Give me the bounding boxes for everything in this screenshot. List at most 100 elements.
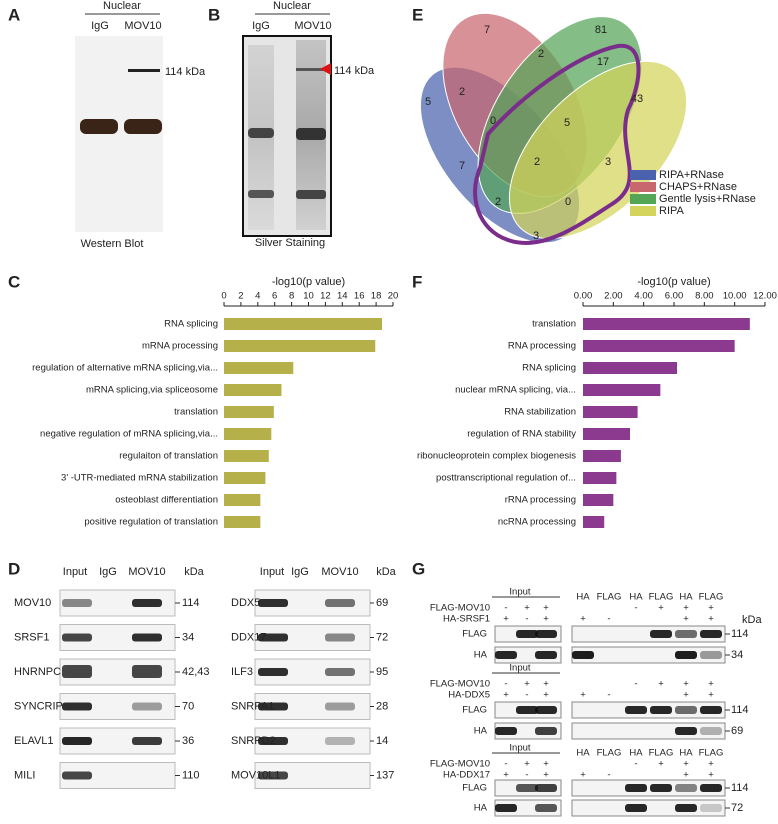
lane-label: HA — [576, 748, 590, 759]
kda-label: 114 — [182, 597, 200, 609]
protein-label: DDX5 — [231, 597, 260, 609]
blot-band — [325, 633, 355, 642]
column-header: MOV10 — [128, 566, 165, 578]
condition-sign: + — [503, 770, 509, 781]
condition-sign: - — [525, 770, 528, 781]
kda-label: 69 — [376, 597, 388, 609]
bar — [224, 450, 269, 462]
x-tick-label: 8 — [289, 291, 294, 302]
kda-label: 137 — [376, 769, 394, 781]
marker-label: 114 kDa — [165, 66, 206, 78]
category-label: rRNA processing — [505, 495, 576, 506]
lane-label: HA — [679, 748, 693, 759]
blot-band — [625, 784, 647, 792]
blot-band — [258, 633, 288, 642]
blot-label: HA — [474, 803, 488, 814]
bar — [583, 362, 678, 374]
kda-label: 95 — [376, 666, 388, 678]
venn-count: 43 — [631, 93, 643, 105]
blot-band — [258, 599, 288, 607]
gel-band — [248, 190, 274, 198]
condition-sign: + — [683, 614, 689, 625]
condition-sign: + — [708, 690, 714, 701]
blot-band — [675, 727, 697, 735]
blot-band — [675, 784, 697, 792]
condition-sign: + — [580, 690, 586, 701]
axis-title: -log10(p value) — [272, 276, 345, 288]
category-label: translation — [532, 319, 576, 330]
condition-sign: - — [504, 679, 507, 690]
legend-swatch — [630, 170, 656, 180]
blot-band — [535, 651, 557, 659]
bar — [583, 494, 614, 506]
condition-sign: + — [580, 614, 586, 625]
condition-label: FLAG-MOV10 — [430, 759, 490, 770]
blot-label: FLAG — [462, 705, 487, 716]
condition-sign: + — [543, 690, 549, 701]
bar — [224, 516, 261, 528]
gel-band — [296, 190, 326, 199]
x-tick-label: 10 — [303, 291, 314, 302]
blot-band — [258, 702, 288, 711]
blot-label: HA — [474, 650, 488, 661]
lane-label: FLAG — [699, 592, 724, 603]
category-label: RNA stabilization — [504, 407, 576, 418]
protein-label: MOV10L1 — [231, 769, 281, 781]
gel-band — [296, 128, 326, 140]
group-label: Nuclear — [273, 0, 311, 12]
venn-outline — [473, 43, 641, 246]
column-header: MOV10 — [321, 566, 358, 578]
blot-label: FLAG — [462, 629, 487, 640]
kda-label: 34 — [182, 631, 194, 643]
bar — [583, 472, 617, 484]
blot-band — [700, 651, 722, 659]
bar — [583, 450, 621, 462]
legend-swatch — [630, 206, 656, 216]
kda-label: 14 — [376, 735, 388, 747]
condition-sign: - — [525, 690, 528, 701]
blot-band — [700, 784, 722, 792]
protein-label: SYNCRIP — [14, 700, 63, 712]
bar — [583, 384, 661, 396]
lane-label: IgG — [252, 20, 270, 32]
x-tick-label: 12 — [320, 291, 331, 302]
kda-label: 69 — [731, 725, 743, 737]
protein-label: HNRNPC — [14, 666, 61, 678]
arrow-marker — [320, 63, 331, 75]
blot-band — [258, 771, 288, 780]
blot-band — [625, 804, 647, 812]
condition-sign: + — [543, 614, 549, 625]
input-label: Input — [509, 663, 530, 674]
blot-band — [535, 706, 557, 714]
blot-band — [132, 665, 162, 678]
protein-label: DDX17 — [231, 631, 266, 643]
legend-label: RIPA — [659, 205, 685, 217]
condition-sign: + — [683, 770, 689, 781]
lane-label: IgG — [91, 20, 109, 32]
column-header: Input — [260, 566, 284, 578]
blot-band — [625, 706, 647, 714]
blot-band — [516, 630, 538, 638]
venn-count: 7 — [484, 24, 490, 36]
axis-title: -log10(p value) — [637, 276, 710, 288]
blot-band — [535, 630, 557, 638]
blot-band — [132, 599, 162, 607]
x-tick-label: 2 — [238, 291, 243, 302]
kda-label: 42,43 — [182, 666, 210, 678]
condition-sign: + — [524, 679, 530, 690]
x-tick-label: 2.00 — [604, 291, 623, 302]
unit-label: kDa — [742, 614, 762, 626]
venn-count: 7 — [459, 160, 465, 172]
blot-band — [62, 771, 92, 780]
category-label: nuclear mRNA splicing, via... — [455, 385, 576, 396]
blot-band — [700, 706, 722, 714]
gel-band — [248, 128, 274, 138]
condition-sign: + — [683, 759, 689, 770]
lane-label: HA — [679, 592, 693, 603]
panel-letter: C — [8, 272, 20, 291]
condition-sign: + — [708, 679, 714, 690]
protein-label: ILF3 — [231, 666, 253, 678]
kda-label: 34 — [731, 649, 743, 661]
x-tick-label: 16 — [354, 291, 365, 302]
